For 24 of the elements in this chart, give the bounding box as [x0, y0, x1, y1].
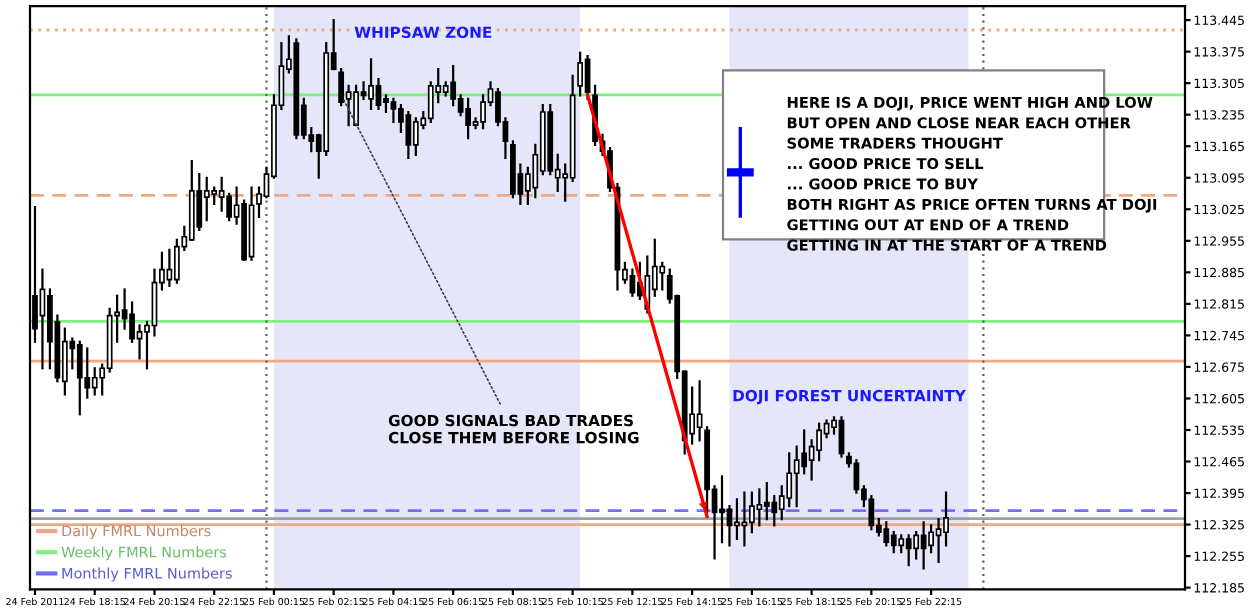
candlestick [920, 521, 927, 570]
candlestick [659, 261, 666, 291]
candlestick [353, 84, 359, 127]
candlestick [405, 110, 412, 160]
candlestick [465, 97, 471, 140]
candlestick [913, 531, 920, 560]
candlestick [741, 491, 748, 547]
candlestick [450, 64, 457, 107]
candlestick [368, 58, 374, 110]
candlestick [719, 475, 725, 544]
candlestick [203, 176, 210, 222]
candlestick [726, 505, 733, 547]
candlestick [734, 498, 740, 541]
candlestick [905, 534, 912, 567]
candlestick [756, 488, 763, 527]
candlestick [883, 521, 890, 547]
candlestick [412, 117, 419, 156]
candlestick [935, 518, 942, 564]
candlestick [890, 531, 897, 554]
candlestick [390, 97, 397, 124]
candlestick [76, 340, 83, 416]
candlestick [61, 327, 68, 396]
candlestick [91, 367, 98, 396]
candlestick [763, 482, 770, 521]
